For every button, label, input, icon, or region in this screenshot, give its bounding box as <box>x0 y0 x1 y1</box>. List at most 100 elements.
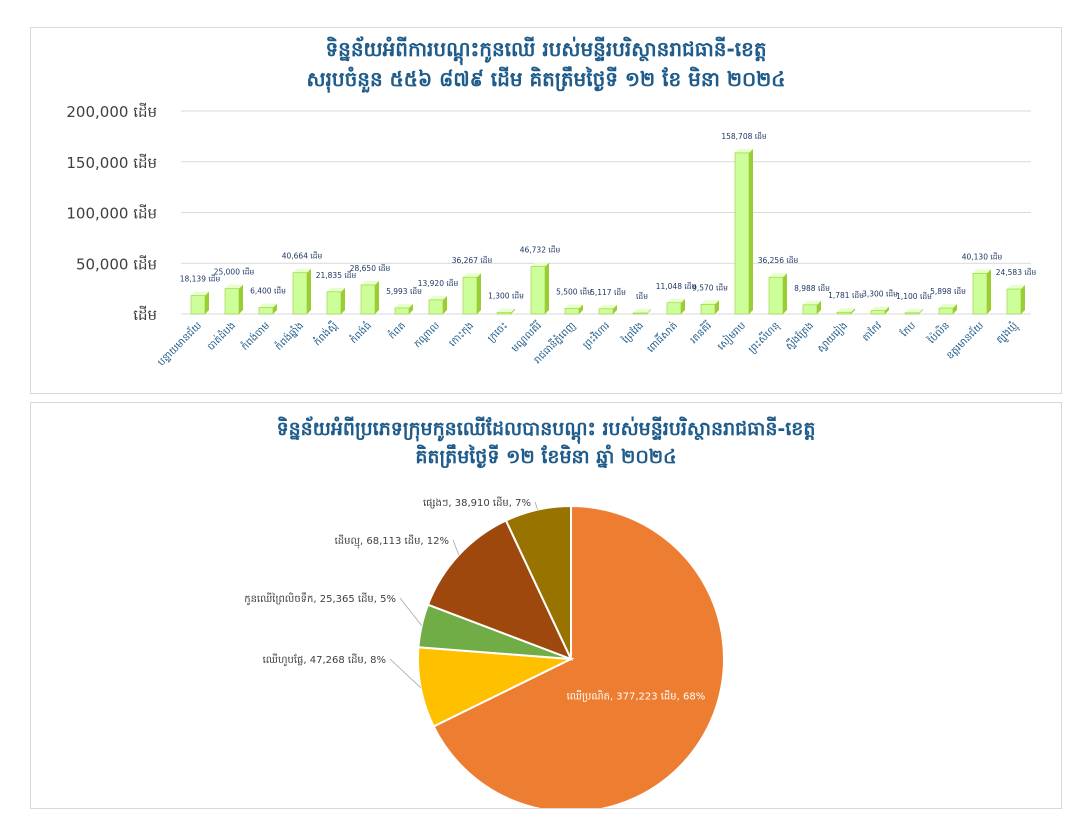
data-label: 5,898 ដើម <box>930 286 966 296</box>
bar-front <box>224 288 240 315</box>
leader-line <box>534 501 539 510</box>
x-tick-label: ឧត្ដរមានជ័យ <box>943 319 986 362</box>
bar-side <box>239 284 243 314</box>
x-tick-label: ស្វាយរៀង <box>814 319 851 356</box>
slice-label: ដើមល្មុ, 68,113 ដើម, 12% <box>335 534 449 549</box>
bar-front <box>462 276 478 315</box>
bar <box>802 300 821 315</box>
slice-label: ផ្សេងៗ, 38,910 ដើម, 7% <box>423 496 531 509</box>
data-label: 3,300 ដើម <box>862 289 898 299</box>
bar-top <box>837 308 855 313</box>
bar-top <box>871 306 889 311</box>
bar-side <box>545 262 549 314</box>
data-label: 40,130 ដើម <box>962 251 1003 261</box>
bar-front <box>632 312 648 315</box>
x-tick-label: សៀមរាប <box>714 319 748 353</box>
data-label: 36,267 ដើម <box>452 255 493 265</box>
x-tick-label: មណ្ឌលគិរី <box>508 319 544 355</box>
bar <box>870 306 889 315</box>
bar-chart-subtitle: សរុបចំនួន ៥៥៦ ៨៧៩ ដើម គិតត្រឹមថ្ងៃទី ១២ … <box>306 67 786 91</box>
x-tick-label: ពោធិ៍សាត់ <box>643 318 680 355</box>
bar-top <box>225 284 243 289</box>
x-tick-label: បន្ទាយមានជ័យ <box>155 319 205 369</box>
y-tick-label: 50,000 ដើម <box>76 254 157 273</box>
bar <box>394 303 413 315</box>
bar-top <box>599 304 617 309</box>
bar-front <box>598 308 614 315</box>
x-tick-label: កំពង់ចាម <box>238 319 272 353</box>
data-label: 1,781 ដើម <box>828 290 864 300</box>
leader-line <box>452 539 460 556</box>
bar-chart-title: ទិន្នន័យអំពីការបណ្ដុះកូនឈើ របស់មន្ទីរបរិ… <box>325 37 767 61</box>
bar <box>666 298 685 315</box>
bar-front <box>258 307 274 315</box>
data-label: 46,732 ដើម <box>520 245 561 255</box>
bar-front <box>190 295 206 315</box>
x-tick-label: រតនគិរី <box>687 319 714 346</box>
bar-front <box>394 307 410 315</box>
y-tick-label: 200,000 ដើម <box>66 102 157 121</box>
bar-front <box>870 310 886 315</box>
data-label: 8,988 ដើម <box>794 283 830 293</box>
data-label: 1,300 ដើម <box>488 291 524 301</box>
bar <box>292 268 311 315</box>
bar <box>428 295 447 315</box>
bar-top <box>905 308 923 313</box>
bar-top <box>701 300 719 305</box>
bar-front <box>802 304 818 315</box>
slice-label: កូនឈើព្រៃលិចទឹក, 25,365 ដើម, 5% <box>244 592 396 606</box>
bar-side <box>341 287 345 314</box>
bar-front <box>496 312 512 315</box>
bar-top <box>735 148 753 153</box>
bar-side <box>409 303 413 314</box>
x-tick-label: កំពង់ស្ពឺ <box>311 319 341 349</box>
bar-side <box>613 304 617 314</box>
bar <box>258 303 277 315</box>
bar-top <box>191 291 209 296</box>
bar-top <box>769 273 787 278</box>
bar <box>734 148 753 315</box>
bar-top <box>327 287 345 292</box>
x-tick-label: កណ្ដាល <box>412 320 442 350</box>
y-tick-label: 100,000 ដើម <box>66 204 157 223</box>
bar-side <box>919 308 923 314</box>
bar-front <box>360 284 376 315</box>
leader-line <box>389 658 422 689</box>
x-tick-label: តាកែវ <box>859 319 884 344</box>
x-tick-label: ត្បូងឃ្មុំ <box>993 319 1022 348</box>
bar-front <box>530 266 546 315</box>
bar-side <box>987 269 991 314</box>
bar <box>360 280 379 315</box>
data-label: 5,117 ដើម <box>590 287 626 297</box>
bar-side <box>307 268 311 314</box>
bar <box>462 273 481 315</box>
bar-side <box>477 273 481 314</box>
bar-top <box>633 309 651 313</box>
bar-chart-panel: ទិន្នន័យអំពីការបណ្ដុះកូនឈើ របស់មន្ទីរបរិ… <box>30 27 1062 394</box>
bar-front <box>972 272 988 315</box>
bar-side <box>715 300 719 314</box>
bar <box>564 304 583 315</box>
data-label: 1,100 ដើម <box>896 291 932 301</box>
pie-chart-panel: ទិន្នន័យអំពីប្រភេទក្រុមកូនឈើដែលបានបណ្ដុះ… <box>30 402 1062 809</box>
bar <box>972 269 991 315</box>
bar <box>598 304 617 315</box>
bar <box>768 273 787 315</box>
bar-top <box>293 268 311 273</box>
bar <box>190 291 209 315</box>
bar-top <box>361 280 379 285</box>
bar-front <box>428 299 444 315</box>
bar-top <box>803 300 821 305</box>
bar <box>224 284 243 315</box>
x-tick-label: កែប <box>898 319 918 339</box>
bar-chart: ដើម 50,000 ដើម 100,000 ដើម 150,000 ដើម 200,0… <box>66 102 1036 369</box>
bar-front <box>1006 288 1022 315</box>
data-label: 21,835 ដើម <box>316 270 357 280</box>
bar-front <box>768 276 784 315</box>
bar-front <box>904 312 920 315</box>
data-label: 40,664 ដើម <box>282 251 323 261</box>
bar-side <box>681 298 685 314</box>
data-label: 36,256 ដើម <box>758 255 799 265</box>
pie-slice <box>504 504 572 660</box>
data-label: 5,993 ដើម <box>386 286 422 296</box>
